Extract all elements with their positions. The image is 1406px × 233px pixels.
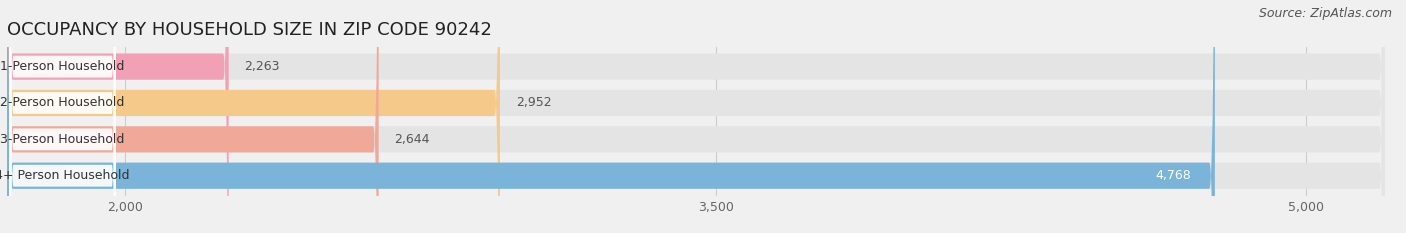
Text: Source: ZipAtlas.com: Source: ZipAtlas.com xyxy=(1258,7,1392,20)
FancyBboxPatch shape xyxy=(7,0,229,233)
Text: 4,768: 4,768 xyxy=(1156,169,1191,182)
Text: 3-Person Household: 3-Person Household xyxy=(0,133,125,146)
Text: 2,952: 2,952 xyxy=(516,96,551,110)
Text: 2-Person Household: 2-Person Household xyxy=(0,96,125,110)
FancyBboxPatch shape xyxy=(10,0,115,233)
FancyBboxPatch shape xyxy=(7,0,1385,233)
Text: 1-Person Household: 1-Person Household xyxy=(0,60,125,73)
Text: OCCUPANCY BY HOUSEHOLD SIZE IN ZIP CODE 90242: OCCUPANCY BY HOUSEHOLD SIZE IN ZIP CODE … xyxy=(7,21,492,39)
FancyBboxPatch shape xyxy=(7,0,501,233)
FancyBboxPatch shape xyxy=(10,0,115,233)
FancyBboxPatch shape xyxy=(10,0,115,233)
Text: 4+ Person Household: 4+ Person Household xyxy=(0,169,129,182)
FancyBboxPatch shape xyxy=(7,0,1215,233)
FancyBboxPatch shape xyxy=(7,0,378,233)
Text: 2,263: 2,263 xyxy=(245,60,280,73)
FancyBboxPatch shape xyxy=(7,0,1385,233)
Text: 2,644: 2,644 xyxy=(395,133,430,146)
FancyBboxPatch shape xyxy=(10,0,115,233)
FancyBboxPatch shape xyxy=(7,0,1385,233)
FancyBboxPatch shape xyxy=(7,0,1385,233)
